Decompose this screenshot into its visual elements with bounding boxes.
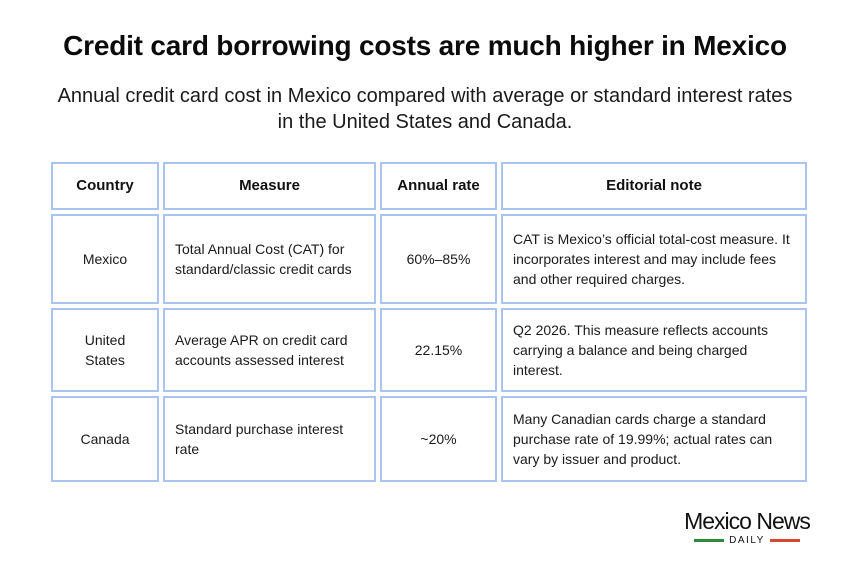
logo-name: Mexico News	[684, 508, 811, 534]
header-editorial-note: Editorial note	[501, 162, 807, 210]
comparison-table: Country Measure Annual rate Editorial no…	[47, 158, 811, 486]
measure-cell: Total Annual Cost (CAT) for standard/cla…	[163, 214, 376, 304]
annual-rate-cell: 22.15%	[380, 308, 497, 392]
measure-cell: Standard purchase interest rate	[163, 396, 376, 482]
table-row: Canada Standard purchase interest rate ~…	[51, 396, 807, 482]
logo-sub-row: DAILY	[672, 535, 822, 546]
country-cell: Mexico	[51, 214, 159, 304]
country-cell: United States	[51, 308, 159, 392]
page-subtitle: Annual credit card cost in Mexico compar…	[57, 85, 793, 133]
country-cell: Canada	[51, 396, 159, 482]
table-row: Mexico Total Annual Cost (CAT) for stand…	[51, 214, 807, 304]
header-measure: Measure	[163, 162, 376, 210]
mexico-news-daily-logo: Mexico News DAILY	[672, 508, 822, 546]
table-row: United States Average APR on credit card…	[51, 308, 807, 392]
editorial-note-cell: CAT is Mexico’s official total-cost meas…	[501, 214, 807, 304]
table-header-row: Country Measure Annual rate Editorial no…	[51, 162, 807, 210]
measure-cell: Average APR on credit card accounts asse…	[163, 308, 376, 392]
editorial-note-cell: Q2 2026. This measure reflects accounts …	[501, 308, 807, 392]
logo-red-bar	[769, 539, 800, 542]
logo-sub: DAILY	[729, 535, 765, 546]
header-country: Country	[51, 162, 159, 210]
editorial-note-cell: Many Canadian cards charge a standard pu…	[501, 396, 807, 482]
page-title: Credit card borrowing costs are much hig…	[63, 30, 787, 61]
annual-rate-cell: ~20%	[380, 396, 497, 482]
annual-rate-cell: 60%–85%	[380, 214, 497, 304]
logo-green-bar	[694, 539, 725, 542]
header-annual-rate: Annual rate	[380, 162, 497, 210]
